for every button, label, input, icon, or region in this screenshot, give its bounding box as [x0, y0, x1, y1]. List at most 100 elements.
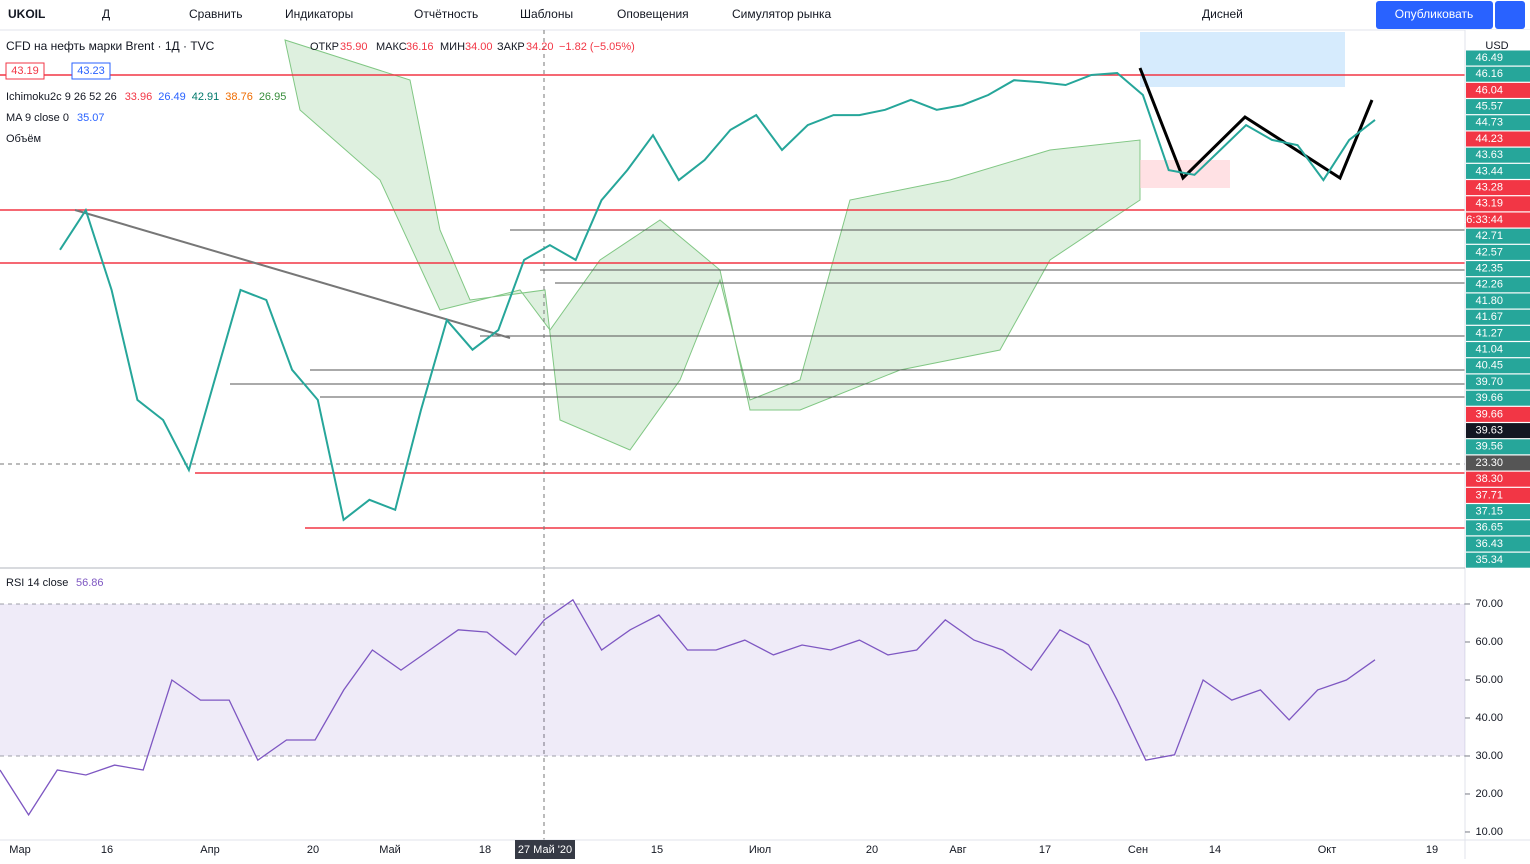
- price-label-bg: [1466, 212, 1530, 228]
- date-label: 16: [101, 844, 113, 856]
- publish-button[interactable]: [1376, 1, 1493, 29]
- chart-title: CFD на нефть марки Brent · 1Д · TVC: [6, 39, 215, 53]
- indicator-value: 33.96: [125, 91, 153, 103]
- indicator-value: 42.91: [192, 91, 220, 103]
- bid-box: [5, 62, 45, 80]
- y-tick-label: 30.00: [1475, 750, 1503, 762]
- price-label-bg: [1466, 325, 1530, 341]
- price-label-bg: [1466, 147, 1530, 163]
- price-label: 44.23: [1475, 133, 1503, 145]
- templates[interactable]: Шаблоны: [520, 7, 573, 21]
- y-tick-label: 70.00: [1475, 598, 1503, 610]
- price-label: 35.34: [1475, 554, 1503, 566]
- price-label: 39.66: [1475, 392, 1503, 404]
- price-label-bg: [1466, 180, 1530, 196]
- price-label: 42.71: [1475, 230, 1503, 242]
- y-tick-label: 50.00: [1475, 674, 1503, 686]
- date-label: 18: [479, 844, 491, 856]
- pattern-drawing: [1138, 67, 1374, 181]
- price-label: 43.28: [1475, 182, 1503, 194]
- price-label: 39.66: [1475, 408, 1503, 420]
- y-tick-label: 10.00: [1475, 826, 1503, 838]
- close: 34.20: [526, 41, 554, 53]
- date-label: 27 Май '20: [518, 844, 572, 856]
- crosshair-date-bg: [515, 840, 575, 859]
- price-label: 39.63: [1475, 425, 1503, 437]
- open-label: ОТКР: [310, 41, 339, 53]
- y-tick-label: 20.00: [1475, 788, 1503, 800]
- price-label-bg: [1466, 50, 1530, 66]
- price-label-bg: [1466, 196, 1530, 212]
- change: −1.82 (−5.05%): [559, 41, 635, 53]
- alerts[interactable]: Оповещения: [617, 7, 689, 21]
- date-label: 17: [1039, 844, 1051, 856]
- play-button[interactable]: [1495, 1, 1525, 29]
- high: 36.16: [406, 41, 434, 53]
- price-label: 43.63: [1475, 149, 1503, 161]
- price-label-bg: [1466, 487, 1530, 503]
- price-label: 45.57: [1475, 101, 1503, 113]
- interval[interactable]: Д: [102, 7, 110, 21]
- date-label: 20: [307, 844, 319, 856]
- date-label: 19: [1426, 844, 1438, 856]
- publish-label[interactable]: Опубликовать: [1395, 7, 1473, 21]
- price-label: 46.16: [1475, 68, 1503, 80]
- bid: 43.19: [11, 65, 39, 77]
- price-label-bg: [1466, 277, 1530, 293]
- indicator-value: 26.95: [259, 91, 287, 103]
- price-label-bg: [1466, 66, 1530, 82]
- indicators[interactable]: Индикаторы: [285, 7, 353, 21]
- price-label-bg: [1466, 309, 1530, 325]
- financials[interactable]: Отчётность: [414, 7, 478, 21]
- indicator-value: 38.76: [225, 91, 253, 103]
- indicator-name: MA 9 close 0: [6, 112, 69, 124]
- price-label-bg: [1466, 520, 1530, 536]
- price-label: 43.19: [1475, 198, 1503, 210]
- price-label: 41.80: [1475, 295, 1503, 307]
- price-label-bg: [1466, 228, 1530, 244]
- price-label: 36.65: [1475, 522, 1503, 534]
- indicator-value: 35.07: [77, 112, 105, 124]
- ask-box: [71, 62, 111, 80]
- symbol[interactable]: UKOIL: [8, 7, 45, 21]
- indicator-value: 26.49: [158, 91, 186, 103]
- price-label-bg: [1466, 423, 1530, 439]
- layout-name[interactable]: Дисней: [1202, 7, 1243, 21]
- compare[interactable]: Сравнить: [189, 7, 242, 21]
- price-label: 42.26: [1475, 279, 1503, 291]
- date-label: Сен: [1128, 844, 1148, 856]
- red-levels: [0, 74, 1465, 529]
- close-label: ЗАКР: [497, 41, 525, 53]
- price-label: 40.45: [1475, 360, 1503, 372]
- price-label: 41.04: [1475, 344, 1503, 356]
- price-label: 39.70: [1475, 376, 1503, 388]
- price-label-bg: [1466, 115, 1530, 131]
- price-label: 39.56: [1475, 441, 1503, 453]
- replay[interactable]: Симулятор рынка: [732, 7, 831, 21]
- indicator-name: Объём: [6, 133, 41, 145]
- price-label-bg: [1466, 439, 1530, 455]
- date-label: 15: [651, 844, 663, 856]
- price-label: 44.73: [1475, 117, 1503, 129]
- high-label: МАКС: [376, 41, 407, 53]
- price-label-bg: [1466, 504, 1530, 520]
- ask: 43.23: [77, 65, 105, 77]
- currency: USD: [1485, 40, 1508, 52]
- price-label-bg: [1466, 358, 1530, 374]
- gray-levels: [74, 209, 1465, 398]
- series-line: [0, 598, 1376, 817]
- fib-zone: [1140, 32, 1345, 87]
- price-label-bg: [1466, 261, 1530, 277]
- price-label: 42.35: [1475, 263, 1503, 275]
- low: 34.00: [465, 41, 493, 53]
- price-label-bg: [1466, 374, 1530, 390]
- date-label: 20: [866, 844, 878, 856]
- price-label-bg: [1466, 244, 1530, 260]
- price-label: 43.44: [1475, 165, 1503, 177]
- price-label: 16:33:44: [1460, 214, 1503, 226]
- series-line: [59, 71, 1376, 522]
- date-label: Авг: [949, 844, 966, 856]
- date-label: 14: [1209, 844, 1221, 856]
- price-label: 41.27: [1475, 327, 1503, 339]
